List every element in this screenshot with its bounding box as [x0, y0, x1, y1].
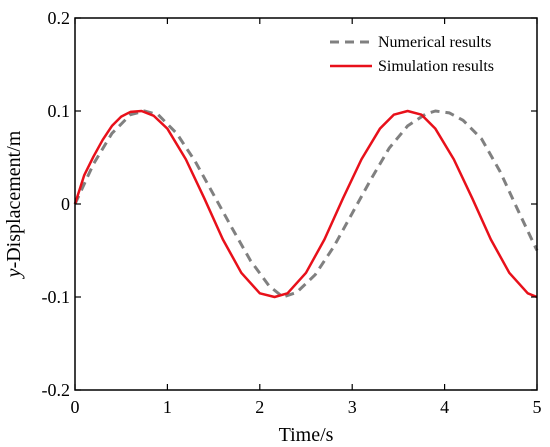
series-line-simulation — [73, 109, 538, 299]
legend: Numerical results Simulation results — [330, 34, 494, 75]
y-axis-label-variable: y — [3, 268, 25, 279]
x-tick-label: 2 — [255, 397, 264, 417]
legend-label-simulation: Simulation results — [378, 58, 494, 75]
tick-labels-group: 0 1 2 3 4 5 -0.2 -0.1 0 0.1 0.2 — [42, 8, 542, 417]
y-tick-label: 0 — [61, 194, 70, 214]
x-tick-label: 5 — [533, 397, 542, 417]
y-tick-label: 0.1 — [48, 101, 71, 121]
y-axis-label-rest: -Displacement/m — [3, 130, 25, 268]
axis-ticks-group — [74, 17, 538, 391]
legend-label-numerical: Numerical results — [378, 34, 491, 51]
x-tick-label: 0 — [71, 397, 80, 417]
x-tick-label: 1 — [163, 397, 172, 417]
y-tick-label: -0.2 — [42, 380, 71, 400]
x-tick-label: 3 — [348, 397, 357, 417]
y-tick-label: -0.1 — [42, 287, 71, 307]
x-axis-label: Time/s — [279, 424, 334, 446]
series-line-numerical — [73, 109, 539, 299]
y-tick-label: 0.2 — [48, 8, 71, 28]
plot-series-group — [73, 109, 539, 299]
y-axis-label: y-Displacement/m — [3, 130, 25, 279]
x-tick-label: 4 — [440, 397, 449, 417]
